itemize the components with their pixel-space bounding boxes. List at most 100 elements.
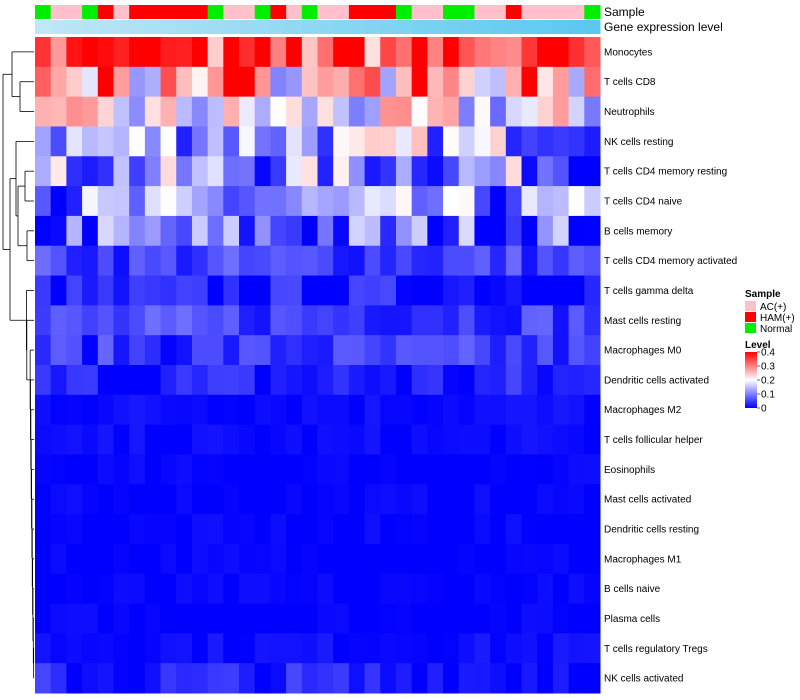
heatmap-cell xyxy=(411,573,428,605)
heatmap-cell xyxy=(97,215,114,247)
heatmap-cell xyxy=(552,275,570,306)
heatmap-cell xyxy=(144,335,162,366)
heatmap-cell xyxy=(537,245,554,277)
heatmap-cell xyxy=(270,335,287,366)
heatmap-cell xyxy=(270,245,287,277)
heatmap-cell xyxy=(50,484,67,515)
heatmap-cell xyxy=(427,275,444,306)
heatmap-cell xyxy=(35,394,52,426)
heatmap-cell xyxy=(411,603,428,634)
sample-annotation-cell xyxy=(176,5,193,19)
row-label: T cells CD4 memory activated xyxy=(604,256,737,267)
heatmap-cell xyxy=(97,245,114,277)
heatmap-cell xyxy=(286,454,303,485)
heatmap-cell xyxy=(35,156,52,187)
sample-annotation-cell xyxy=(474,5,491,19)
heatmap-cell xyxy=(552,454,570,485)
heatmap-cell xyxy=(427,424,444,455)
heatmap-cell xyxy=(191,37,209,68)
heatmap-cell xyxy=(113,573,130,605)
heatmap-cell xyxy=(66,186,83,217)
row-label: Plasma cells xyxy=(604,614,660,625)
heatmap-cell xyxy=(270,66,287,98)
heatmap-cell xyxy=(458,37,475,68)
sample-annotation-cell xyxy=(443,5,460,19)
heatmap-cell xyxy=(317,215,334,247)
heatmap-cell xyxy=(411,215,428,247)
heatmap-cell xyxy=(395,37,413,68)
heatmap-cell xyxy=(301,365,318,396)
heatmap-cell xyxy=(537,633,554,664)
heatmap-cell xyxy=(191,484,209,515)
heatmap-cell xyxy=(411,186,428,217)
heatmap-cell xyxy=(490,96,507,127)
heatmap-cell xyxy=(207,484,224,515)
heatmap-cell xyxy=(395,365,413,396)
heatmap-cell xyxy=(395,454,413,485)
heatmap-cell xyxy=(223,305,240,336)
heatmap-cell xyxy=(301,454,318,485)
heatmap-cell xyxy=(411,37,428,68)
heatmap-cell xyxy=(364,663,381,694)
heatmap-cell xyxy=(348,484,366,515)
heatmap-cell xyxy=(129,543,146,575)
heatmap-cell xyxy=(537,305,554,336)
heatmap-cell xyxy=(317,96,334,127)
sample-annotation-cell xyxy=(113,5,130,19)
heatmap-cell xyxy=(160,365,177,396)
row-dendrogram xyxy=(2,51,35,679)
sample-annotation-cell xyxy=(568,5,585,19)
heatmap-cell xyxy=(552,215,570,247)
heatmap-cell xyxy=(129,126,146,157)
heatmap-cell xyxy=(35,66,52,98)
heatmap-cell xyxy=(176,543,193,575)
heatmap-cell xyxy=(176,126,193,157)
heatmap-cell xyxy=(474,633,491,664)
heatmap-cell xyxy=(160,66,177,98)
heatmap-cell xyxy=(301,275,318,306)
sample-annotation-cell xyxy=(191,5,209,19)
heatmap-cell xyxy=(552,365,570,396)
heatmap-cell xyxy=(207,514,224,545)
heatmap-cell xyxy=(66,633,83,664)
heatmap-cell xyxy=(129,603,146,634)
heatmap-cell xyxy=(505,275,523,306)
row-label: Macrophages M1 xyxy=(604,554,682,565)
heatmap-cell xyxy=(301,514,318,545)
heatmap-cell xyxy=(490,365,507,396)
heatmap-cell xyxy=(223,663,240,694)
row-label: T cells CD8 xyxy=(604,77,656,88)
heatmap-cell xyxy=(270,96,287,127)
heatmap-cell xyxy=(270,603,287,634)
heatmap-cell xyxy=(521,186,538,217)
heatmap-cell xyxy=(411,514,428,545)
gene-annotation-cell xyxy=(427,20,444,34)
heatmap-cell xyxy=(160,484,177,515)
heatmap-cell xyxy=(537,454,554,485)
sample-annotation-cell xyxy=(239,5,256,19)
legend-level-title: Level xyxy=(745,340,771,351)
heatmap-cell xyxy=(411,543,428,575)
heatmap-cell xyxy=(239,305,256,336)
heatmap-cell xyxy=(50,66,67,98)
heatmap-cell xyxy=(317,245,334,277)
heatmap-cell xyxy=(317,186,334,217)
heatmap-cell xyxy=(458,514,475,545)
heatmap-cell xyxy=(364,126,381,157)
heatmap-cell xyxy=(129,633,146,664)
heatmap-cell xyxy=(521,454,538,485)
heatmap-cell xyxy=(176,156,193,187)
heatmap-cell xyxy=(490,215,507,247)
heatmap-cell xyxy=(286,126,303,157)
heatmap-cell xyxy=(97,156,114,187)
heatmap-cell xyxy=(443,424,460,455)
heatmap-cell xyxy=(239,484,256,515)
heatmap-cell xyxy=(129,275,146,306)
heatmap-cell xyxy=(521,96,538,127)
heatmap-cell xyxy=(505,484,523,515)
heatmap-cell xyxy=(223,126,240,157)
heatmap-cell xyxy=(584,424,601,455)
sample-annotation-cell xyxy=(333,5,350,19)
row-label: Monocytes xyxy=(604,47,652,58)
